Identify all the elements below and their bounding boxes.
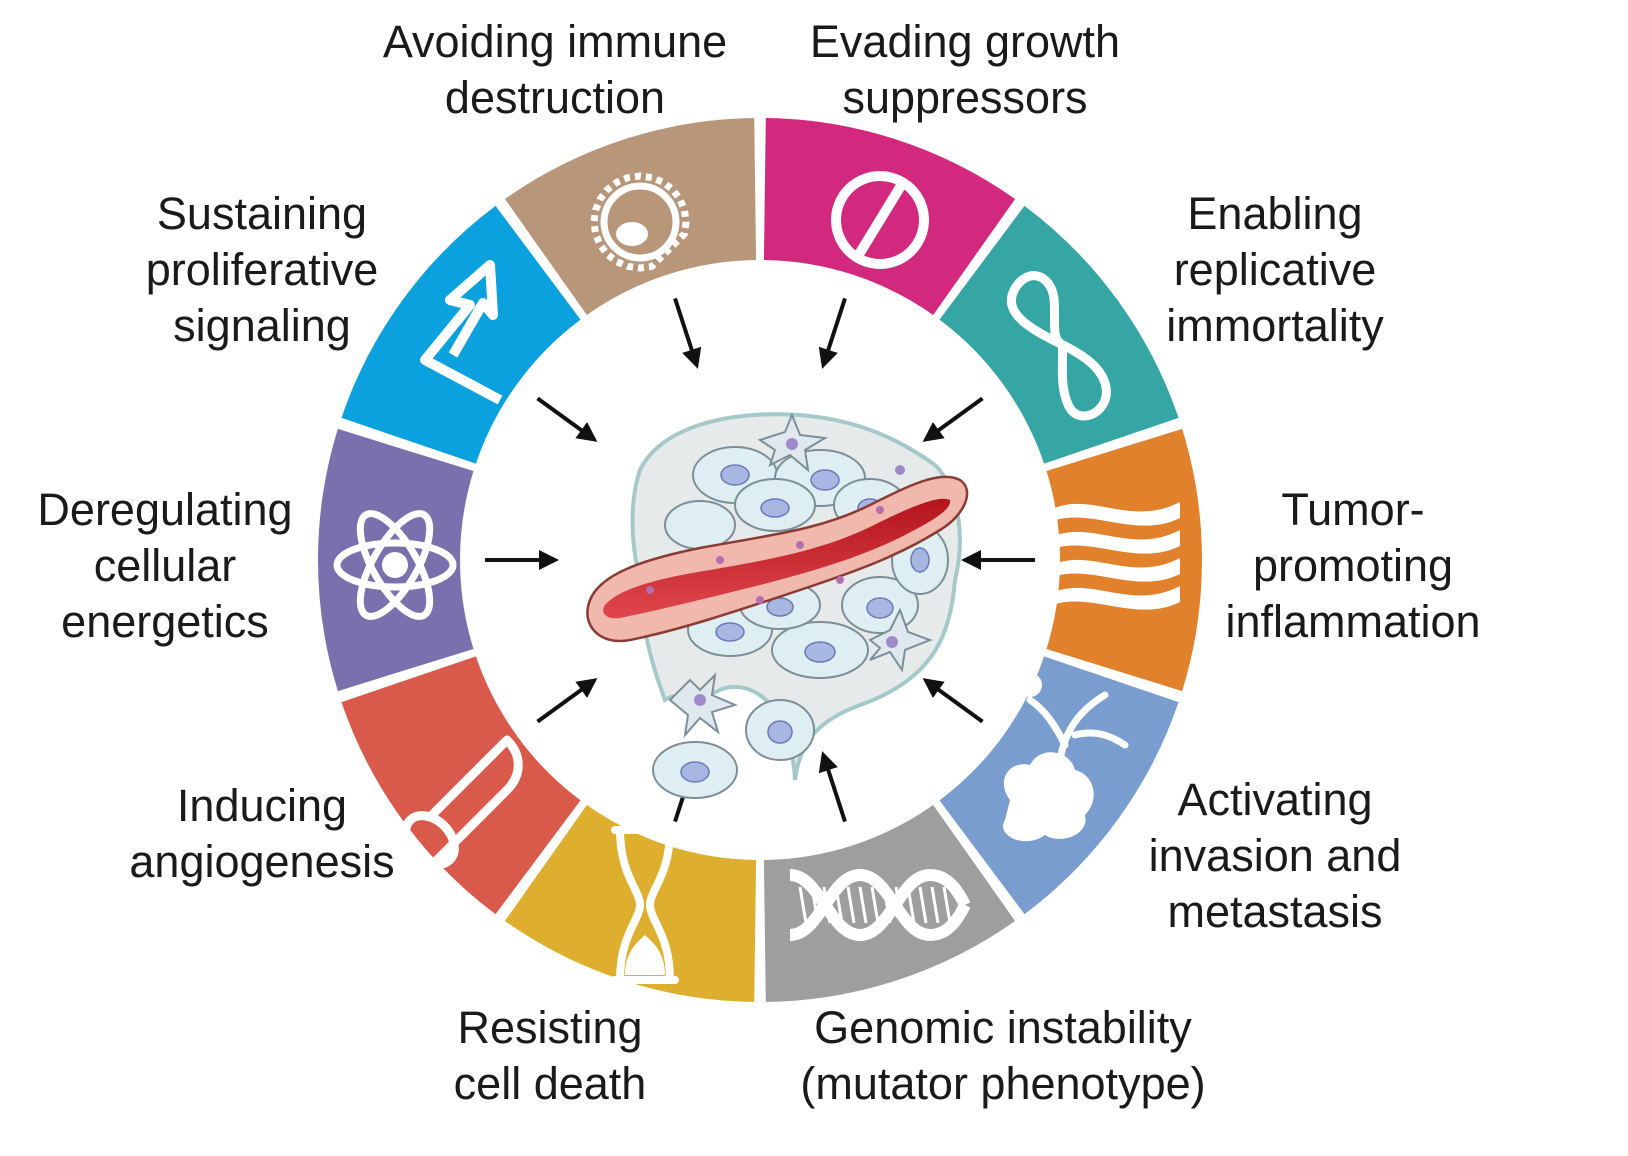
resisting-cell-death-segment — [504, 804, 757, 1002]
avoiding-immune-destruction-label-line: destruction — [444, 72, 666, 123]
deregulating-cellular-energetics-label-line: Deregulating — [37, 484, 293, 535]
tumor-microenvironment-illustration — [586, 412, 969, 799]
resisting-cell-death-label: Resisting cell death — [454, 1000, 647, 1112]
sustaining-proliferative-signaling-label-line: signaling — [173, 300, 351, 351]
activating-invasion-and-metastasis-label-line: Activating — [1177, 774, 1373, 825]
avoiding-immune-destruction-arrow — [673, 297, 702, 369]
genomic-instability-arrow — [818, 751, 847, 823]
genomic-instability-label-line: Genomic instability — [814, 1002, 1192, 1053]
genomic-instability-label: Genomic instability (mutator phenotype) — [800, 1000, 1205, 1112]
flame-waves-icon — [1050, 502, 1180, 610]
inducing-angiogenesis-label-line: Inducing — [176, 780, 348, 831]
inducing-angiogenesis-label-line: angiogenesis — [129, 836, 395, 887]
evading-growth-suppressors-segment — [763, 118, 1016, 316]
prohibited-sign-icon — [831, 171, 929, 269]
enabling-replicative-immortality-label-line: replicative — [1173, 244, 1377, 295]
blood-vessel-icon — [401, 735, 523, 869]
tumor-promoting-inflammation-label: Tumor-promoting inflammation — [1225, 482, 1480, 650]
resisting-cell-death-label-line: Resisting — [457, 1002, 643, 1053]
activating-invasion-and-metastasis-arrow — [922, 678, 984, 724]
infinity-icon — [1006, 271, 1111, 421]
enabling-replicative-immortality-arrow — [922, 396, 984, 442]
avoiding-immune-destruction-segment — [504, 118, 757, 316]
activating-invasion-and-metastasis-label-line: metastasis — [1167, 886, 1383, 937]
tumor-promoting-inflammation-segment — [1046, 428, 1202, 692]
dna-helix-icon — [789, 868, 971, 942]
atom-icon — [333, 510, 457, 620]
invading-cell-icon — [1003, 673, 1129, 842]
enabling-replicative-immortality-label-line: Enabling — [1187, 188, 1363, 239]
enabling-replicative-immortality-label-line: immortality — [1166, 300, 1384, 351]
immune-cell-icon — [590, 172, 690, 272]
avoiding-immune-destruction-label-line: Avoiding immune — [382, 16, 728, 67]
deregulating-cellular-energetics-label-line: cellular — [93, 540, 237, 591]
deregulating-cellular-energetics-label: Deregulating cellular energetics — [37, 482, 292, 650]
inducing-angiogenesis-label: Inducing angiogenesis — [129, 778, 394, 890]
activating-invasion-and-metastasis-label: Activating invasion and metastasis — [1149, 772, 1402, 940]
evading-growth-suppressors-label: Evading growth suppressors — [810, 14, 1120, 126]
avoiding-immune-destruction-label: Avoiding immune destruction — [383, 14, 727, 126]
evading-growth-suppressors-arrow — [818, 297, 847, 369]
inducing-angiogenesis-arrow — [536, 678, 598, 724]
genomic-instability-label-line: (mutator phenotype) — [800, 1058, 1206, 1109]
enabling-replicative-immortality-label: Enabling replicative immortality — [1166, 186, 1384, 354]
tumor-promoting-inflammation-label-line: inflammation — [1225, 596, 1481, 647]
evading-growth-suppressors-label-line: Evading growth — [809, 16, 1121, 67]
hourglass-icon — [611, 826, 679, 984]
resisting-cell-death-label-line: cell death — [453, 1058, 647, 1109]
sustaining-proliferative-signaling-arrow — [536, 396, 598, 442]
signal-arrow-icon — [420, 260, 503, 405]
sustaining-proliferative-signaling-label: Sustaining proliferative signaling — [146, 186, 379, 354]
evading-growth-suppressors-label-line: suppressors — [842, 72, 1088, 123]
hallmarks-ring — [318, 118, 1202, 1002]
sustaining-proliferative-signaling-label-line: proliferative — [145, 244, 379, 295]
tumor-promoting-inflammation-label-line: promoting — [1252, 540, 1454, 591]
sustaining-proliferative-signaling-label-line: Sustaining — [156, 188, 368, 239]
activating-invasion-and-metastasis-label-line: invasion and — [1148, 830, 1402, 881]
tumor-promoting-inflammation-label-line: Tumor- — [1281, 484, 1425, 535]
deregulating-cellular-energetics-label-line: energetics — [61, 596, 269, 647]
